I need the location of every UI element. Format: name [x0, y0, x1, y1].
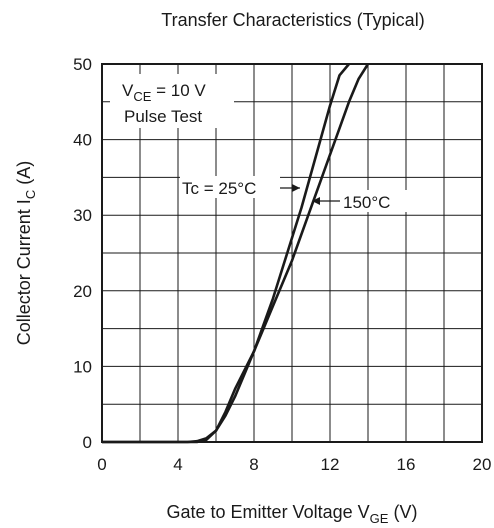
x-tick-label: 20 [473, 455, 492, 474]
x-tick-label: 12 [321, 455, 340, 474]
series-line-150c [102, 63, 370, 444]
x-tick-label: 0 [97, 455, 106, 474]
y-tick-label: 50 [73, 55, 92, 74]
y-axis-label: Collector Current IC (A) [14, 161, 38, 345]
curves [102, 63, 370, 444]
arrowhead-25c [292, 184, 300, 192]
series-label-25c: Tc = 25°C [182, 179, 256, 198]
x-tick-label: 16 [397, 455, 416, 474]
conditions-box: VCE = 10 V Pulse Test [110, 74, 234, 128]
series-annotations: Tc = 25°C 150°C [180, 176, 410, 212]
grid [102, 64, 482, 442]
tick-labels: 0 4 8 12 16 20 0 10 20 30 40 50 [73, 55, 491, 474]
arrowhead-150c [312, 197, 320, 205]
y-tick-label: 20 [73, 282, 92, 301]
y-tick-label: 30 [73, 206, 92, 225]
y-tick-label: 10 [73, 357, 92, 376]
x-tick-label: 4 [173, 455, 182, 474]
chart-title: Transfer Characteristics (Typical) [161, 10, 424, 30]
condition-pulse-test: Pulse Test [124, 107, 202, 126]
x-axis-label: Gate to Emitter Voltage VGE (V) [167, 502, 418, 526]
y-tick-label: 40 [73, 131, 92, 150]
series-label-150c: 150°C [343, 193, 390, 212]
condition-vce: VCE = 10 V [122, 81, 206, 104]
x-tick-label: 8 [249, 455, 258, 474]
plot-frame [101, 63, 483, 443]
y-tick-label: 0 [83, 433, 92, 452]
